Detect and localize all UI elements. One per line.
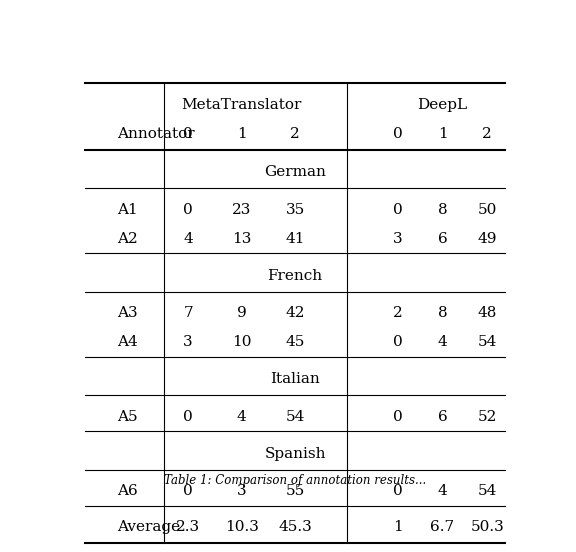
Text: 45: 45 — [286, 335, 305, 349]
Text: 1: 1 — [438, 127, 448, 141]
Text: 0: 0 — [393, 127, 403, 141]
Text: 45.3: 45.3 — [278, 521, 312, 534]
Text: 0: 0 — [183, 410, 193, 424]
Text: Average: Average — [116, 521, 180, 534]
Text: A4: A4 — [116, 335, 138, 349]
Text: A1: A1 — [116, 203, 138, 217]
Text: 3: 3 — [393, 232, 403, 246]
Text: 35: 35 — [286, 203, 305, 217]
Text: 0: 0 — [393, 410, 403, 424]
Text: 6.7: 6.7 — [430, 521, 454, 534]
Text: 41: 41 — [286, 232, 305, 246]
Text: Italian: Italian — [270, 372, 320, 386]
Text: 54: 54 — [286, 410, 305, 424]
Text: 6: 6 — [438, 410, 448, 424]
Text: 9: 9 — [237, 306, 247, 320]
Text: 0: 0 — [183, 484, 193, 498]
Text: 4: 4 — [438, 484, 448, 498]
Text: DeepL: DeepL — [418, 98, 468, 112]
Text: French: French — [268, 269, 323, 283]
Text: 2: 2 — [290, 127, 300, 141]
Text: 23: 23 — [232, 203, 251, 217]
Text: A6: A6 — [116, 484, 138, 498]
Text: 10.3: 10.3 — [225, 521, 259, 534]
Text: Table 1: Comparison of annotation results...: Table 1: Comparison of annotation result… — [164, 474, 426, 487]
Text: 52: 52 — [478, 410, 497, 424]
Text: 4: 4 — [237, 410, 247, 424]
Text: 49: 49 — [478, 232, 497, 246]
Text: 42: 42 — [286, 306, 305, 320]
Text: 50: 50 — [478, 203, 497, 217]
Text: 3: 3 — [183, 335, 193, 349]
Text: 0: 0 — [393, 203, 403, 217]
Text: 8: 8 — [438, 203, 448, 217]
Text: German: German — [264, 165, 326, 179]
Text: 0: 0 — [183, 127, 193, 141]
Text: 2.3: 2.3 — [176, 521, 200, 534]
Text: 10: 10 — [232, 335, 251, 349]
Text: 55: 55 — [286, 484, 305, 498]
Text: 54: 54 — [478, 484, 497, 498]
Text: 4: 4 — [438, 335, 448, 349]
Text: Annotator: Annotator — [116, 127, 194, 141]
Text: 50.3: 50.3 — [470, 521, 504, 534]
Text: A3: A3 — [116, 306, 137, 320]
Text: 8: 8 — [438, 306, 448, 320]
Text: 0: 0 — [393, 484, 403, 498]
Text: 2: 2 — [482, 127, 492, 141]
Text: MetaTranslator: MetaTranslator — [181, 98, 302, 112]
Text: 4: 4 — [183, 232, 193, 246]
Text: 7: 7 — [183, 306, 193, 320]
Text: 6: 6 — [438, 232, 448, 246]
Text: 13: 13 — [232, 232, 251, 246]
Text: 0: 0 — [183, 203, 193, 217]
Text: Spanish: Spanish — [264, 447, 326, 461]
Text: 48: 48 — [478, 306, 497, 320]
Text: 3: 3 — [237, 484, 247, 498]
Text: 1: 1 — [393, 521, 403, 534]
Text: 2: 2 — [393, 306, 403, 320]
Text: 54: 54 — [478, 335, 497, 349]
Text: 0: 0 — [393, 335, 403, 349]
Text: A2: A2 — [116, 232, 138, 246]
Text: 1: 1 — [237, 127, 247, 141]
Text: A5: A5 — [116, 410, 137, 424]
